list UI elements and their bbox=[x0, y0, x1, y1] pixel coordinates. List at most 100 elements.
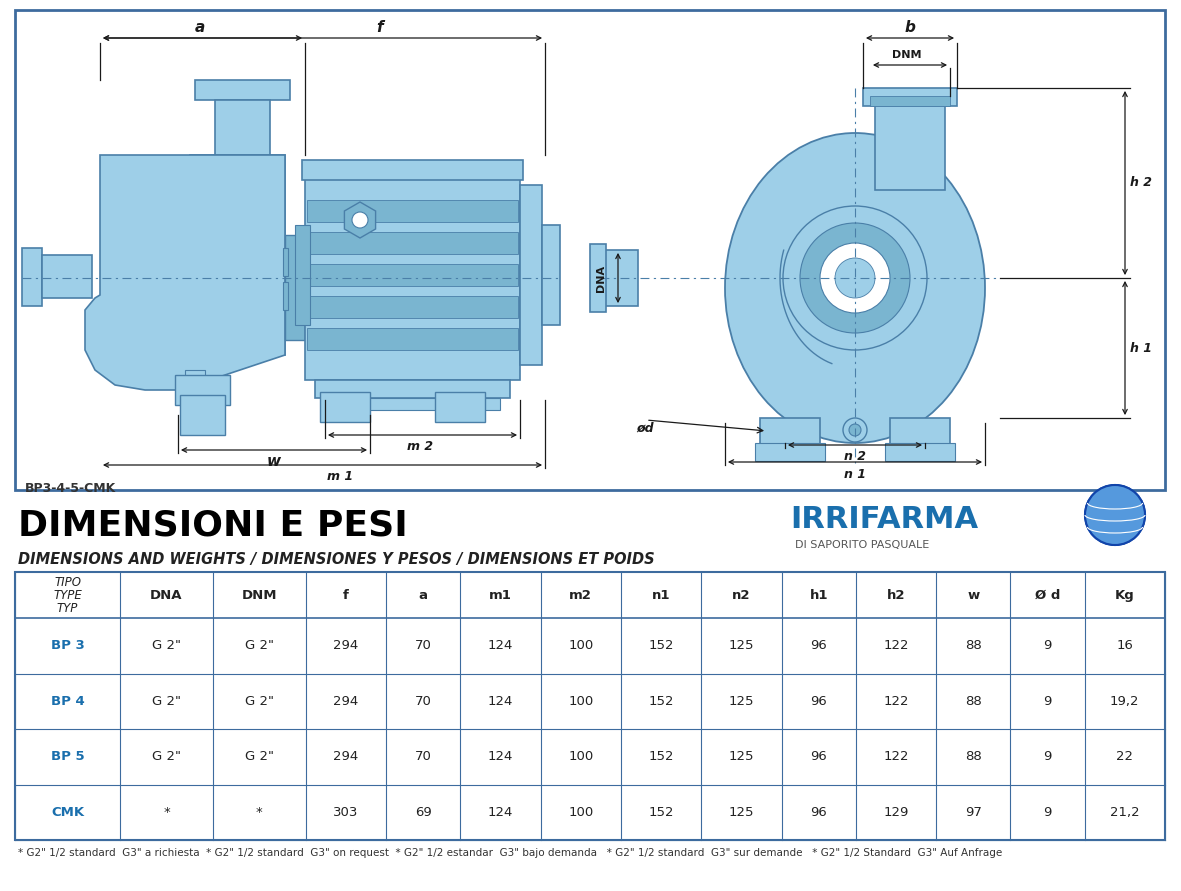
Text: 19,2: 19,2 bbox=[1110, 695, 1140, 707]
Bar bbox=[15, 572, 1164, 618]
Text: 125: 125 bbox=[729, 750, 755, 764]
Text: a: a bbox=[195, 20, 205, 36]
Text: 125: 125 bbox=[729, 695, 755, 707]
Bar bbox=[195, 80, 291, 100]
Text: 9: 9 bbox=[1043, 805, 1052, 819]
Text: w: w bbox=[967, 589, 979, 601]
Circle shape bbox=[800, 223, 911, 333]
Text: n2: n2 bbox=[732, 589, 751, 601]
Bar bbox=[215, 100, 270, 165]
Text: 9: 9 bbox=[1043, 640, 1052, 652]
Bar bbox=[305, 170, 520, 380]
Text: 122: 122 bbox=[883, 640, 909, 652]
Bar bbox=[295, 225, 309, 325]
Circle shape bbox=[352, 212, 368, 228]
Text: G 2": G 2" bbox=[152, 695, 181, 707]
Text: 100: 100 bbox=[568, 640, 593, 652]
Text: *: * bbox=[163, 805, 170, 819]
Bar bbox=[15, 572, 1164, 840]
Text: 70: 70 bbox=[415, 695, 431, 707]
Bar bbox=[315, 380, 510, 398]
Bar bbox=[283, 248, 288, 276]
Text: h 2: h 2 bbox=[1130, 176, 1151, 190]
Text: 294: 294 bbox=[333, 750, 358, 764]
Bar bbox=[863, 88, 957, 106]
Text: 152: 152 bbox=[648, 640, 674, 652]
Circle shape bbox=[843, 418, 867, 442]
Bar bbox=[320, 392, 370, 422]
Text: Ø d: Ø d bbox=[1035, 589, 1061, 601]
Circle shape bbox=[849, 424, 861, 436]
Circle shape bbox=[835, 258, 875, 298]
Text: 124: 124 bbox=[488, 750, 513, 764]
Text: 129: 129 bbox=[883, 805, 908, 819]
Polygon shape bbox=[85, 155, 285, 390]
Text: n1: n1 bbox=[652, 589, 671, 601]
Bar bbox=[307, 200, 518, 222]
Text: 294: 294 bbox=[333, 640, 358, 652]
Text: 100: 100 bbox=[568, 695, 593, 707]
Text: 152: 152 bbox=[648, 695, 674, 707]
Bar bbox=[870, 96, 950, 106]
Text: 97: 97 bbox=[965, 805, 981, 819]
Text: 124: 124 bbox=[488, 695, 513, 707]
Bar bbox=[15, 785, 1164, 840]
Text: 100: 100 bbox=[568, 805, 593, 819]
Bar bbox=[15, 729, 1164, 785]
Bar bbox=[307, 232, 518, 254]
Text: 70: 70 bbox=[415, 640, 431, 652]
Text: 124: 124 bbox=[488, 805, 513, 819]
Text: BP3-4-5-CMK: BP3-4-5-CMK bbox=[25, 482, 116, 495]
Text: n 2: n 2 bbox=[844, 451, 866, 463]
Circle shape bbox=[783, 206, 927, 350]
Text: 122: 122 bbox=[883, 695, 909, 707]
Text: 294: 294 bbox=[333, 695, 358, 707]
Bar bbox=[185, 370, 205, 390]
Text: 96: 96 bbox=[810, 750, 827, 764]
Text: DI SAPORITO PASQUALE: DI SAPORITO PASQUALE bbox=[795, 540, 929, 550]
Text: *: * bbox=[256, 805, 262, 819]
Text: DIMENSIONI E PESI: DIMENSIONI E PESI bbox=[18, 508, 407, 542]
Text: BP 4: BP 4 bbox=[51, 695, 84, 707]
Text: h2: h2 bbox=[887, 589, 906, 601]
Bar bbox=[15, 674, 1164, 729]
Text: f: f bbox=[377, 20, 384, 36]
Text: TIPO: TIPO bbox=[54, 576, 81, 589]
Bar bbox=[307, 328, 518, 350]
Text: 88: 88 bbox=[965, 750, 981, 764]
Text: n 1: n 1 bbox=[844, 468, 866, 480]
Bar bbox=[435, 392, 485, 422]
Text: DNA: DNA bbox=[596, 265, 606, 291]
Text: 69: 69 bbox=[415, 805, 431, 819]
Text: DNA: DNA bbox=[150, 589, 183, 601]
Circle shape bbox=[1085, 485, 1146, 545]
Bar bbox=[43, 255, 92, 298]
Text: 21,2: 21,2 bbox=[1110, 805, 1140, 819]
Text: 22: 22 bbox=[1116, 750, 1134, 764]
Text: ød: ød bbox=[637, 421, 653, 435]
Text: 16: 16 bbox=[1116, 640, 1134, 652]
Text: a: a bbox=[418, 589, 428, 601]
Bar bbox=[180, 395, 226, 435]
Text: CMK: CMK bbox=[51, 805, 84, 819]
Bar bbox=[885, 443, 955, 461]
Bar bbox=[22, 248, 43, 306]
Bar bbox=[307, 264, 518, 286]
Text: DNM: DNM bbox=[893, 50, 921, 60]
Text: f: f bbox=[342, 589, 348, 601]
Text: TYPE: TYPE bbox=[53, 589, 81, 601]
Bar bbox=[285, 235, 305, 340]
Text: 96: 96 bbox=[810, 640, 827, 652]
Text: h 1: h 1 bbox=[1130, 341, 1151, 355]
Bar bbox=[175, 375, 230, 405]
Text: G 2": G 2" bbox=[244, 750, 274, 764]
Text: h1: h1 bbox=[809, 589, 828, 601]
Text: 100: 100 bbox=[568, 750, 593, 764]
Text: 124: 124 bbox=[488, 640, 513, 652]
Bar bbox=[590, 244, 606, 312]
Text: G 2": G 2" bbox=[152, 640, 181, 652]
Text: m 1: m 1 bbox=[327, 470, 353, 484]
Text: b: b bbox=[905, 20, 915, 36]
Bar bbox=[520, 185, 542, 365]
Text: 70: 70 bbox=[415, 750, 431, 764]
